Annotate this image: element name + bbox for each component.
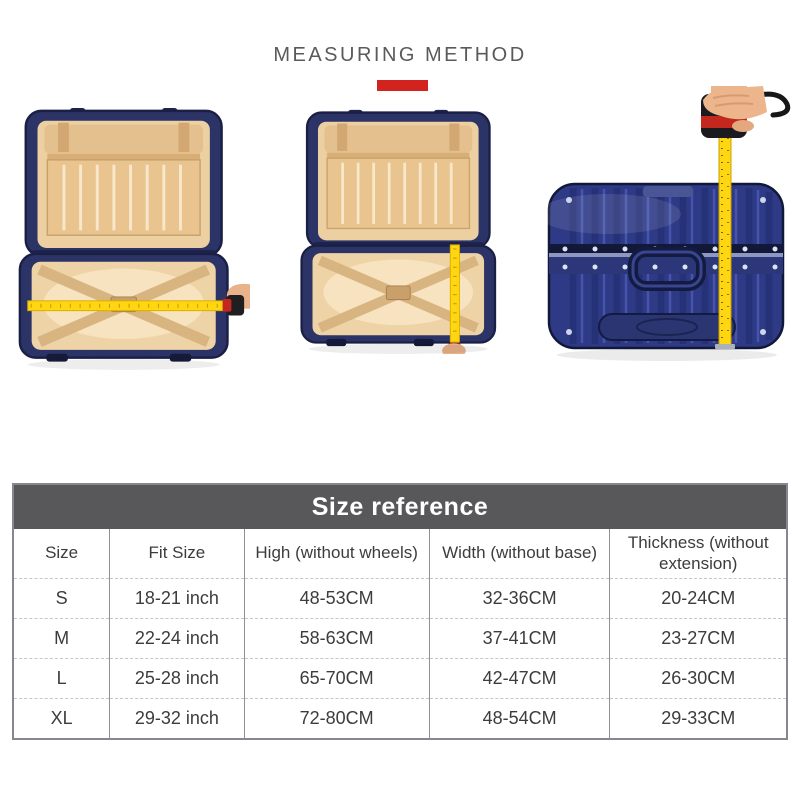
suitcase-lid	[305, 109, 491, 249]
tape-measure-and-hand	[222, 283, 250, 316]
column-header-high: High (without wheels)	[243, 529, 430, 579]
page-title: MEASURING METHOD	[273, 44, 527, 66]
table-cell: L	[14, 658, 110, 699]
table-cell: M	[14, 618, 110, 659]
table-cell: 72-80CM	[243, 698, 430, 738]
open-suitcase-depth-illustration	[300, 109, 497, 355]
table-row-xl: XL 29-32 inch 72-80CM 48-54CM 29-33CM	[14, 698, 786, 738]
measuring-tape-vertical	[449, 244, 460, 350]
shadow	[557, 349, 777, 361]
shadow	[308, 343, 488, 354]
table-cell: 29-32 inch	[109, 698, 245, 738]
table-cell: 23-27CM	[609, 618, 786, 659]
table-cell: 20-24CM	[609, 578, 786, 619]
open-suitcase-width-illustration	[18, 107, 250, 370]
trolley-housing	[598, 313, 736, 341]
shadow	[27, 359, 220, 370]
hand-at-tape-end	[442, 342, 466, 355]
table-row-s: S 18-21 inch 48-53CM 32-36CM 20-24CM	[14, 578, 786, 619]
suitcase-tray	[300, 244, 497, 344]
table-cell: 48-54CM	[428, 698, 610, 738]
corner-screws	[566, 197, 766, 335]
size-table: Size Fit Size High (without wheels) Widt…	[14, 529, 786, 738]
table-row-m: M 22-24 inch 58-63CM 37-41CM 23-27CM	[14, 618, 786, 659]
table-cell: 29-33CM	[609, 698, 786, 738]
header-row: Size Fit Size High (without wheels) Widt…	[14, 529, 786, 579]
photo-closed-suitcase-height	[543, 86, 793, 366]
table-cell: 18-21 inch	[109, 578, 245, 619]
column-header-size: Size	[45, 543, 79, 563]
table-cell: 22-24 inch	[109, 618, 245, 659]
table-cell: 58-63CM	[243, 618, 430, 659]
table-cell: 42-47CM	[428, 658, 610, 699]
suitcase-lid	[24, 107, 223, 258]
table-cell: 37-41CM	[428, 618, 610, 659]
table-cell: 32-36CM	[428, 578, 610, 619]
carry-handle	[628, 247, 706, 291]
table-cell: 48-53CM	[243, 578, 430, 619]
table-cell: 26-30CM	[609, 658, 786, 699]
table-cell: 25-28 inch	[109, 658, 245, 699]
table-cell: XL	[14, 698, 110, 738]
table-cell: 65-70CM	[243, 658, 430, 699]
measuring-tape-horizontal	[27, 300, 230, 312]
title-accent-bar	[377, 80, 428, 91]
table-row-l: L 25-28 inch 65-70CM 42-47CM 26-30CM	[14, 658, 786, 699]
size-reference-table: Size reference Size Fit Size High (witho…	[12, 483, 788, 740]
closed-suitcase-illustration	[543, 86, 791, 361]
tape-measure-body-and-hand	[701, 86, 791, 138]
column-header-width: Width (without base)	[428, 529, 610, 579]
column-header-thickness: Thickness (without extension)	[609, 529, 786, 579]
column-header-fit-size: Fit Size	[109, 529, 245, 579]
table-cell: S	[14, 578, 110, 619]
photo-open-suitcase-width	[15, 106, 250, 370]
table-title: Size reference	[14, 485, 786, 529]
photo-open-suitcase-depth	[297, 108, 516, 355]
